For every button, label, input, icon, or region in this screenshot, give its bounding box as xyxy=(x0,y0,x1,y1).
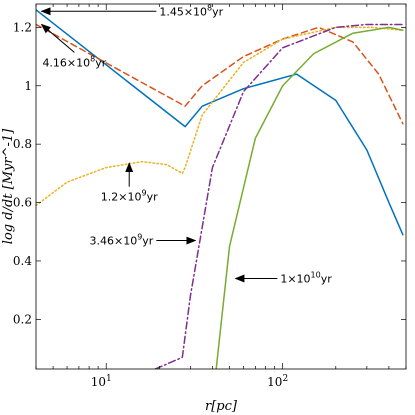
axes-box xyxy=(35,3,407,370)
annotation-label: 3.46×109yr xyxy=(89,233,153,248)
annotation-arrow xyxy=(40,23,75,53)
y-tick-label: 1.2 xyxy=(13,20,32,34)
series-line-4 xyxy=(154,23,404,369)
y-tick-label: 0.4 xyxy=(13,254,32,268)
annotation-3: 1.2×109yr xyxy=(101,162,158,204)
y-axis-label: log d/dt [Myr^-1] xyxy=(1,128,16,244)
annotation-label: 1.2×109yr xyxy=(101,189,158,204)
y-tick-label: 0.8 xyxy=(13,137,32,151)
annotation-label: 1×1010yr xyxy=(280,270,332,285)
x-axis-label: r[pc] xyxy=(205,399,238,414)
plot-area: 101 102 0.2 0.4 0.6 0.8 1 1.2 1.45×108yr 4.16×108… xyxy=(1,3,407,414)
series-line-3 xyxy=(36,26,404,207)
y-tick-label: 0.6 xyxy=(13,196,32,210)
annotation-1: 1.45×108yr xyxy=(40,3,224,18)
x-tick-label: 101 xyxy=(91,374,112,389)
x-tick-label: 102 xyxy=(267,374,288,389)
series-line-2 xyxy=(36,23,404,125)
annotation-label: 4.16×108yr xyxy=(42,54,106,69)
y-tick-label: 0.2 xyxy=(13,312,32,326)
series-line-5 xyxy=(215,26,404,369)
annotation-5: 1×1010yr xyxy=(234,270,332,285)
series-group xyxy=(36,9,404,369)
annotation-label: 1.45×108yr xyxy=(159,3,223,18)
annotation-4: 3.46×109yr xyxy=(89,233,197,248)
series-line-1 xyxy=(36,9,404,236)
y-tick-label: 1 xyxy=(24,79,32,93)
annotation-2: 4.16×108yr xyxy=(40,23,107,69)
